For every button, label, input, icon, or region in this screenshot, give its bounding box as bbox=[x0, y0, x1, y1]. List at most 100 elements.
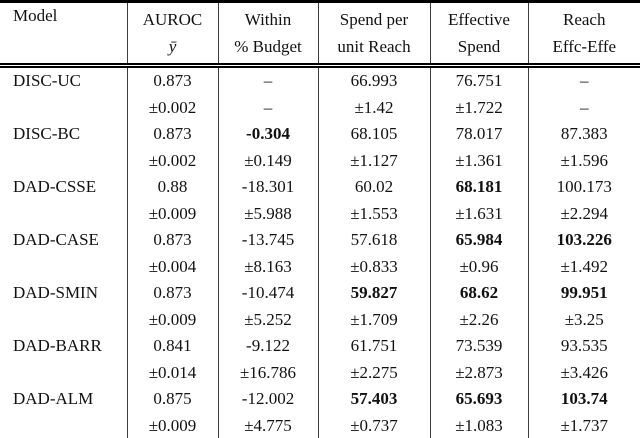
metric-value: 76.751 bbox=[455, 71, 503, 90]
metric-error: ±1.631 bbox=[455, 203, 503, 223]
metric-error: ±8.163 bbox=[244, 256, 292, 276]
metric-value: -9.122 bbox=[246, 336, 290, 355]
metric-value: – bbox=[580, 71, 589, 90]
metric-error: ±1.553 bbox=[350, 203, 398, 223]
metric-value: 68.105 bbox=[350, 124, 398, 143]
metric-cell: 0.873 ±0.004 bbox=[127, 227, 219, 280]
metric-value: 87.383 bbox=[560, 124, 608, 143]
metric-value: 65.693 bbox=[455, 389, 503, 408]
metric-error: ±0.009 bbox=[148, 203, 197, 223]
table-row: DAD-SMIN 0.873 ±0.009 -10.474 ±5.252 59.… bbox=[0, 280, 640, 333]
header-effective-line1: Effective bbox=[448, 10, 510, 29]
metric-cell: 66.993 ±1.42 bbox=[318, 65, 431, 121]
header-reach: Reach Effc-Effe bbox=[528, 1, 640, 68]
header-auroc-line2: ȳ bbox=[168, 37, 177, 56]
metric-cell: 87.383 ±1.596 bbox=[528, 121, 640, 174]
metric-value: 61.751 bbox=[350, 336, 398, 355]
metric-cell: 93.535 ±3.426 bbox=[528, 333, 640, 386]
header-row: Model AUROC ȳ Within % Budget Spend per … bbox=[0, 1, 640, 68]
model-name: DISC-BC bbox=[0, 121, 128, 174]
metric-cell: 0.873 ±0.002 bbox=[127, 65, 219, 121]
metric-cell: 0.88 ±0.009 bbox=[127, 174, 219, 227]
metric-cell: -9.122 ±16.786 bbox=[218, 333, 319, 386]
metric-value: 68.62 bbox=[459, 283, 499, 302]
metric-error: ±2.26 bbox=[459, 309, 499, 329]
metric-value: 57.403 bbox=[350, 389, 398, 408]
model-name: DISC-UC bbox=[0, 65, 128, 121]
metric-cell: 65.693 ±1.083 bbox=[430, 386, 529, 438]
metric-value: 0.873 bbox=[153, 230, 192, 249]
metric-error: ±5.252 bbox=[244, 309, 292, 329]
metric-error: ±0.737 bbox=[350, 415, 398, 435]
metric-error: ±3.426 bbox=[560, 362, 609, 382]
metric-cell: -12.002 ±4.775 bbox=[218, 386, 319, 438]
metric-error: ±2.294 bbox=[560, 203, 609, 223]
metric-value: 103.226 bbox=[556, 230, 612, 249]
model-name: DAD-ALM bbox=[0, 386, 128, 438]
header-within-line2: % Budget bbox=[234, 37, 302, 56]
metric-cell: 0.875 ±0.009 bbox=[127, 386, 219, 438]
metric-error: ±1.083 bbox=[455, 415, 503, 435]
metric-error: ±4.775 bbox=[244, 415, 292, 435]
metric-error: ±0.96 bbox=[459, 256, 499, 276]
metric-cell: 59.827 ±1.709 bbox=[318, 280, 431, 333]
metric-error: ±2.275 bbox=[350, 362, 398, 382]
metric-value: -0.304 bbox=[246, 124, 290, 143]
table-row: DAD-CSSE 0.88 ±0.009 -18.301 ±5.988 60.0… bbox=[0, 174, 640, 227]
metric-cell: 100.173 ±2.294 bbox=[528, 174, 640, 227]
metric-cell: 73.539 ±2.873 bbox=[430, 333, 529, 386]
metric-cell: 76.751 ±1.722 bbox=[430, 65, 529, 121]
table-row: DISC-BC 0.873 ±0.002 -0.304 ±0.149 68.10… bbox=[0, 121, 640, 174]
metric-value: 66.993 bbox=[350, 71, 398, 90]
metric-error: ±3.25 bbox=[564, 309, 604, 329]
metric-error: ±1.709 bbox=[350, 309, 398, 329]
header-within-budget: Within % Budget bbox=[218, 1, 319, 68]
metric-value: 0.873 bbox=[153, 124, 192, 143]
metric-error: ±0.149 bbox=[244, 150, 292, 170]
metric-error: ±0.002 bbox=[148, 97, 197, 117]
metric-error: ±2.873 bbox=[455, 362, 503, 382]
metric-value: 73.539 bbox=[455, 336, 503, 355]
metric-error: ±0.014 bbox=[148, 362, 197, 382]
table-row: DAD-BARR 0.841 ±0.014 -9.122 ±16.786 61.… bbox=[0, 333, 640, 386]
metric-error: ±1.722 bbox=[455, 97, 503, 117]
header-spend-line1: Spend per bbox=[339, 10, 409, 29]
header-effective-spend: Effective Spend bbox=[430, 1, 529, 68]
metric-error: ±1.361 bbox=[455, 150, 503, 170]
metric-cell: 78.017 ±1.361 bbox=[430, 121, 529, 174]
metric-cell: 0.873 ±0.002 bbox=[127, 121, 219, 174]
metric-value: 0.873 bbox=[153, 283, 192, 302]
metric-cell: 68.105 ±1.127 bbox=[318, 121, 431, 174]
header-spend-per-reach: Spend per unit Reach bbox=[318, 1, 431, 68]
metric-cell: 0.841 ±0.014 bbox=[127, 333, 219, 386]
model-name: DAD-SMIN bbox=[0, 280, 128, 333]
metric-value: 57.618 bbox=[350, 230, 398, 249]
metric-error: ±1.127 bbox=[350, 150, 398, 170]
header-reach-line1: Reach bbox=[563, 10, 606, 29]
metric-value: 0.88 bbox=[157, 177, 188, 196]
metric-value: 68.181 bbox=[455, 177, 503, 196]
metric-value: 0.875 bbox=[153, 389, 192, 408]
metric-cell: -10.474 ±5.252 bbox=[218, 280, 319, 333]
metric-value: -12.002 bbox=[241, 389, 295, 408]
metric-value: -18.301 bbox=[241, 177, 295, 196]
metric-error: ±0.009 bbox=[148, 415, 197, 435]
metric-cell: -13.745 ±8.163 bbox=[218, 227, 319, 280]
metric-cell: 68.62 ±2.26 bbox=[430, 280, 529, 333]
metric-cell: 57.403 ±0.737 bbox=[318, 386, 431, 438]
header-spend-line2: unit Reach bbox=[337, 37, 411, 56]
metric-cell: 103.74 ±1.737 bbox=[528, 386, 640, 438]
header-reach-line2: Effc-Effe bbox=[552, 37, 617, 56]
table-row: DISC-UC 0.873 ±0.002 – – 66.993 ±1.42 76… bbox=[0, 65, 640, 121]
metric-value: 59.827 bbox=[350, 283, 398, 302]
header-effective-line2: Spend bbox=[457, 37, 501, 56]
model-name: DAD-CASE bbox=[0, 227, 128, 280]
table-row: DAD-CASE 0.873 ±0.004 -13.745 ±8.163 57.… bbox=[0, 227, 640, 280]
metric-value: -10.474 bbox=[241, 283, 295, 302]
metric-value: 99.951 bbox=[560, 283, 608, 302]
metric-error: ±0.009 bbox=[148, 309, 197, 329]
metric-value: 100.173 bbox=[556, 177, 612, 196]
metric-value: 60.02 bbox=[354, 177, 394, 196]
metric-value: 103.74 bbox=[560, 389, 608, 408]
